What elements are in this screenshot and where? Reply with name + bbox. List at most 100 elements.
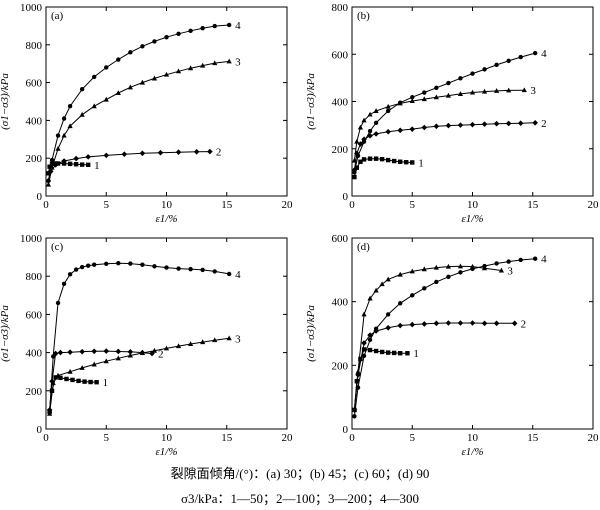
panel-c-ytick-label: 400 xyxy=(26,348,43,360)
panel-b-series-3-point xyxy=(409,98,415,104)
panel-a-series-4-point xyxy=(67,104,73,109)
panel-a-series-4: 4 xyxy=(46,20,241,184)
panel-b-series-2-point xyxy=(517,120,524,127)
panel-a-series-2-line xyxy=(47,151,210,182)
panel-a-series-4-point xyxy=(55,133,61,138)
panel-b-series-4-point xyxy=(352,170,357,175)
panel-b-series-4-point xyxy=(361,139,367,144)
panel-a-series-2-label: 2 xyxy=(216,147,222,159)
panel-a-series-2-point xyxy=(103,152,110,159)
panel-a-series-1-point xyxy=(46,171,51,176)
panel-b-series-1-label: 1 xyxy=(418,157,424,169)
panel-d-label: (d) xyxy=(357,241,370,253)
panel-d-series-3-point xyxy=(397,271,403,277)
panel-c-ytick-label: 800 xyxy=(26,271,43,283)
panel-c-series-4-point xyxy=(67,272,73,277)
panel-b-series-4-point xyxy=(482,67,487,72)
panel-b-ytick-label: 0 xyxy=(343,191,349,203)
panel-c-ytick-label: 0 xyxy=(37,424,43,436)
panel-d-ytick-label: 200 xyxy=(332,360,349,372)
panel-d-series-2-point xyxy=(361,340,367,346)
panel-a-series-4-point xyxy=(128,50,133,55)
panel-a-series-1-point xyxy=(85,162,91,168)
panel-a-series-4-point xyxy=(152,39,157,44)
panel-b-series-3-line xyxy=(353,89,525,161)
panel-b-series-2-point xyxy=(457,122,464,128)
panel-a: 0 5 10 15 2002004006008001000ε1/%(σ1−σ3)/kPa… xyxy=(0,2,293,225)
panel-c-series-4-point xyxy=(51,354,56,359)
panel-a-ytick-label: 200 xyxy=(26,153,43,165)
panel-a-series-3-point xyxy=(91,103,97,109)
panel-c-series-3-point xyxy=(91,361,97,367)
panel-a-series-2-point xyxy=(175,149,182,155)
panel-c-ytick-label: 1000 xyxy=(20,233,43,245)
panel-c-xtick-label: 0 xyxy=(43,432,49,444)
panel-a-series-4-point xyxy=(92,74,97,80)
panel-d-xtick-label: 10 xyxy=(467,432,479,444)
panel-c-series-1-label: 1 xyxy=(103,377,109,389)
panel-c-series-2-point xyxy=(115,348,122,355)
panel-d-series-3-label: 3 xyxy=(507,265,513,277)
panel-a-ytick-label: 400 xyxy=(26,115,43,127)
panel-a-series-2-point xyxy=(85,154,91,160)
panel-c-ytick-label: 200 xyxy=(26,386,43,398)
panel-d-series-2-point xyxy=(397,322,403,329)
panel-b-series-3-point xyxy=(351,157,358,163)
panel-d-series-2-point xyxy=(493,320,500,327)
panel-b-series-2-point xyxy=(433,123,440,130)
panel-b-xtick-label: 0 xyxy=(349,199,355,211)
panel-a-series-3-point xyxy=(188,65,194,71)
panel-c-ylabel: (σ1−σ3)/kPa xyxy=(0,305,11,362)
panel-d-series-2-point xyxy=(421,321,428,327)
panel-b-series-2-point xyxy=(409,126,416,132)
panel-c-series-4-point xyxy=(188,266,193,272)
panel-d-series-4-point xyxy=(506,259,511,264)
panel-b-series-4-point xyxy=(494,62,499,68)
panel-b-series-3-point xyxy=(421,96,427,102)
panel-b-series-4-point xyxy=(398,100,403,105)
panel-b-series-4-point xyxy=(385,108,391,114)
panel-b-series-1-point xyxy=(385,157,391,163)
panel-a-series-2-point xyxy=(52,162,59,168)
panel-d-series-2: 2 xyxy=(351,318,526,413)
panel-d-series-1-point xyxy=(373,348,379,354)
panel-c-series-4-point xyxy=(104,261,109,266)
panel-c-series-2-label: 2 xyxy=(158,349,164,361)
panel-d-series-1-point xyxy=(385,350,391,355)
panel-a-xtick-label: 5 xyxy=(104,199,110,211)
panel-d-series-4-point xyxy=(518,257,523,263)
panel-a-series-3-point xyxy=(212,60,218,66)
panel-d-series-3-point xyxy=(367,295,373,301)
panel-d-series-3: 3 xyxy=(351,263,513,412)
panel-a-ytick-label: 1000 xyxy=(20,2,43,14)
panel-a-xtick-label: 15 xyxy=(221,199,233,211)
panel-a-series-3-point xyxy=(115,90,121,95)
panel-a-series-4-point xyxy=(164,35,169,40)
panel-a-ylabel: (σ1−σ3)/kPa xyxy=(0,73,11,130)
panel-a-series-4-point xyxy=(61,116,67,121)
panel-c-series-4-point xyxy=(79,264,85,270)
panel-a-series-4-point xyxy=(116,57,121,62)
panel-d-xtick-label: 0 xyxy=(349,432,355,444)
panel-b-series-2-point xyxy=(481,121,488,127)
panel-a-series-1-point xyxy=(49,161,55,167)
panel-b-ytick-label: 600 xyxy=(332,49,349,61)
panel-a-series-2-point xyxy=(61,158,67,164)
panel-a-xlabel: ε1/% xyxy=(155,213,177,225)
panel-a-series-3-point xyxy=(175,68,182,74)
panel-c-series-4-label: 4 xyxy=(235,269,241,281)
panel-a-series-1-point xyxy=(79,162,85,167)
panel-d-series-4-line xyxy=(353,258,536,417)
panel-d-series-3-point xyxy=(355,368,361,374)
panel-c-series-4-point xyxy=(164,265,169,270)
panel-b-series-2-point xyxy=(361,136,367,143)
panel-a-series-2-point xyxy=(193,148,200,155)
panel-d-series-4-point xyxy=(434,279,439,285)
panel-c-label: (c) xyxy=(51,241,64,253)
panel-c-series-4: 4 xyxy=(47,261,241,415)
panel-b-xtick-label: 20 xyxy=(588,199,600,211)
panel-d-ytick-label: 400 xyxy=(332,297,349,309)
panel-c-series-3-point xyxy=(151,347,158,353)
panel-c-series-2-point xyxy=(52,350,59,357)
